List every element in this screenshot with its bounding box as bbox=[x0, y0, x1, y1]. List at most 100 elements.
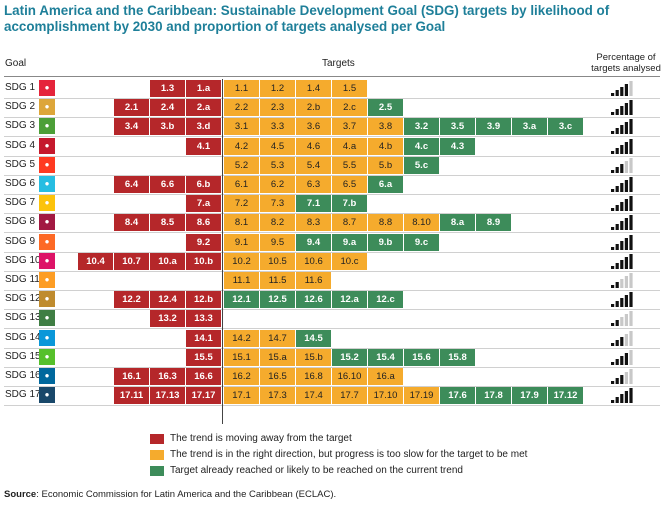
target-cell-amber: 17.1 bbox=[224, 387, 259, 405]
goal-label: SDG 8 bbox=[5, 216, 36, 228]
percentage-bars-icon bbox=[611, 138, 633, 154]
red-amber-divider bbox=[222, 79, 223, 424]
legend-swatch bbox=[150, 450, 164, 460]
percentage-bars-icon bbox=[611, 369, 633, 384]
target-cell-red: 8.4 bbox=[114, 214, 149, 232]
row-separator bbox=[4, 366, 660, 368]
percentage-bar bbox=[611, 304, 615, 308]
target-cell-red: 1.3 bbox=[150, 80, 185, 97]
percentage-bar bbox=[611, 265, 615, 269]
target-cell-red: 17.17 bbox=[186, 387, 221, 405]
percentage-bars-icon bbox=[611, 311, 633, 327]
percentage-bar bbox=[620, 240, 624, 250]
percentage-bars-icon bbox=[611, 215, 633, 231]
percentage-bar bbox=[611, 381, 615, 384]
target-cell-amber: 8.7 bbox=[332, 214, 367, 232]
target-cell-green: 15.4 bbox=[368, 348, 403, 366]
percentage-bar bbox=[611, 208, 615, 212]
percentage-bar bbox=[629, 119, 633, 135]
row-separator bbox=[4, 251, 660, 253]
percentage-bar bbox=[629, 253, 633, 269]
percentage-bar bbox=[620, 125, 624, 135]
target-cell-amber: 9.1 bbox=[224, 233, 259, 251]
target-cell-amber: 5.2 bbox=[224, 156, 259, 174]
target-cell-amber: 14.2 bbox=[224, 329, 259, 347]
percentage-bar bbox=[615, 243, 619, 250]
target-cell-red: 6.b bbox=[186, 176, 221, 193]
target-cell-amber: 6.1 bbox=[224, 176, 259, 193]
target-cell-red: 16.1 bbox=[114, 368, 149, 385]
target-cell-amber: 3.1 bbox=[224, 118, 259, 136]
percentage-bar bbox=[615, 147, 619, 154]
target-cell-red: 13.2 bbox=[150, 310, 185, 328]
legend-label: The trend is moving away from the target bbox=[170, 433, 352, 444]
target-cell-red: 2.4 bbox=[150, 99, 185, 117]
target-cell-red: 9.2 bbox=[186, 233, 221, 251]
targets-column-header: Targets bbox=[322, 58, 355, 69]
target-cell-amber: 9.5 bbox=[260, 233, 295, 251]
target-cell-red: 10.4 bbox=[78, 252, 113, 270]
sdg16-peace-justice-icon: ● bbox=[39, 368, 55, 384]
percentage-bar bbox=[615, 109, 619, 116]
target-cell-red: 3.4 bbox=[114, 118, 149, 136]
goal-row: SDG 13 ● 13.2 13.3 bbox=[0, 309, 668, 330]
percentage-bar bbox=[620, 298, 624, 308]
goal-row: SDG 15 ● 15.5 15.1 15.a 15.b 15.2 15.4 15.6 15.8 bbox=[0, 348, 668, 368]
percentage-bar bbox=[620, 317, 624, 327]
goal-row: SDG 12 ● 12.2 12.4 12.b 12.1 12.5 12.6 12.a 12.c bbox=[0, 290, 668, 311]
goal-label: SDG 17 bbox=[5, 389, 41, 401]
percentage-bar bbox=[620, 259, 624, 269]
target-cell-green: 5.c bbox=[404, 156, 439, 174]
percentage-bar bbox=[620, 163, 624, 173]
target-cell-amber: 16.8 bbox=[296, 368, 331, 385]
percentage-bar bbox=[624, 141, 628, 154]
percentage-bar bbox=[611, 227, 615, 231]
chart-title: Latin America and the Caribbean: Sustain… bbox=[4, 3, 610, 34]
row-separator bbox=[4, 386, 660, 387]
target-cell-amber: 4.5 bbox=[260, 137, 295, 155]
percentage-bar bbox=[620, 375, 624, 384]
percentage-bar bbox=[629, 273, 633, 288]
target-cell-amber: 5.3 bbox=[260, 156, 295, 174]
percentage-bar bbox=[620, 87, 624, 96]
target-cell-amber: 15.1 bbox=[224, 348, 259, 366]
target-cell-green: 2.5 bbox=[368, 99, 403, 117]
percentage-bars-icon bbox=[611, 177, 633, 192]
percentage-bars-icon bbox=[611, 196, 633, 212]
target-cell-amber: 8.8 bbox=[368, 214, 403, 232]
percentage-bar bbox=[624, 180, 628, 192]
goal-label: SDG 9 bbox=[5, 235, 36, 247]
target-cell-green: 17.12 bbox=[548, 387, 583, 405]
percentage-bar bbox=[629, 311, 633, 327]
target-cell-green: 15.8 bbox=[440, 348, 475, 366]
percentage-bars-icon bbox=[611, 81, 633, 96]
row-separator bbox=[4, 98, 660, 99]
source-label: Source bbox=[4, 489, 37, 500]
percentage-bar bbox=[624, 122, 628, 135]
percentage-bar bbox=[620, 336, 624, 346]
percentage-bars-icon bbox=[611, 292, 633, 308]
percentage-bar bbox=[620, 183, 624, 192]
percentage-bar bbox=[611, 246, 615, 250]
sdg15-life-on-land-icon: ● bbox=[39, 348, 55, 365]
target-cell-amber: 4.2 bbox=[224, 137, 259, 155]
sdg8-decent-work-icon: ● bbox=[39, 214, 55, 231]
target-cell-amber: 2.b bbox=[296, 99, 331, 117]
sdg6-clean-water-icon: ● bbox=[39, 176, 55, 192]
sdg9-industry-innovation-icon: ● bbox=[39, 233, 55, 250]
goal-row: SDG 8 ● 8.4 8.5 8.6 8.1 8.2 8.3 8.7 8.8 8.10 8.a 8.9 bbox=[0, 213, 668, 234]
target-cell-green: 12.1 bbox=[224, 291, 259, 309]
target-cell-amber: 14.7 bbox=[260, 329, 295, 347]
target-cell-green: 8.9 bbox=[476, 214, 511, 232]
target-cell-amber: 6.3 bbox=[296, 176, 331, 193]
target-cell-red: 14.1 bbox=[186, 329, 221, 347]
percentage-bar bbox=[629, 81, 633, 96]
percentage-bar bbox=[611, 131, 615, 135]
percentage-bar bbox=[624, 276, 628, 288]
target-cell-red: 12.2 bbox=[114, 291, 149, 309]
target-cell-red: 12.b bbox=[186, 291, 221, 309]
target-cell-green: 4.c bbox=[404, 137, 439, 155]
percentage-bar bbox=[615, 166, 619, 173]
percentage-bar bbox=[615, 339, 619, 346]
legend-label: Target already reached or likely to be r… bbox=[170, 465, 463, 476]
